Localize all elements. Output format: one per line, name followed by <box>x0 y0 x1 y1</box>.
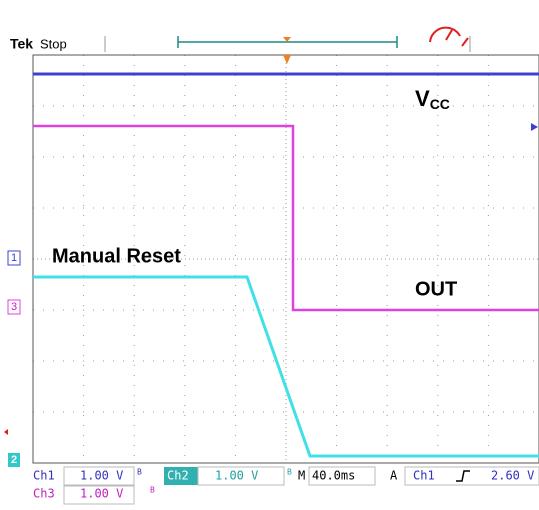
ch1-marker: 1 <box>11 252 17 264</box>
ch2-scale: 1.00 V <box>215 469 258 483</box>
out-label: OUT <box>415 278 457 300</box>
timebase: 40.0ms <box>312 469 355 483</box>
brand: Tek <box>10 36 33 52</box>
ch1-label: Ch1 <box>33 469 55 483</box>
time-prefix: M <box>298 469 305 483</box>
acq-status: Stop <box>40 36 67 51</box>
ch1-bw: B <box>137 468 142 477</box>
ch2-bw: B <box>287 468 292 477</box>
trigger-level: 2.60 V <box>491 469 534 483</box>
scope-screen: Tek Stop VCC Manual Reset OUT 1 3 2 Ch1 … <box>0 0 539 505</box>
ch1-scale: 1.00 V <box>80 469 123 483</box>
ch3-bw: B <box>150 486 155 495</box>
trigger-source: Ch1 <box>413 469 435 483</box>
trigger-mode: A <box>390 469 398 483</box>
vcc-main: V <box>415 86 430 111</box>
ch3-label: Ch3 <box>33 487 55 501</box>
vcc-sub: CC <box>430 96 450 112</box>
ch3-marker: 3 <box>11 301 17 313</box>
ch2-label: Ch2 <box>167 469 189 483</box>
ch3-scale: 1.00 V <box>80 487 123 501</box>
ch2-marker: 2 <box>11 454 17 466</box>
manual-reset-label: Manual Reset <box>52 245 181 267</box>
